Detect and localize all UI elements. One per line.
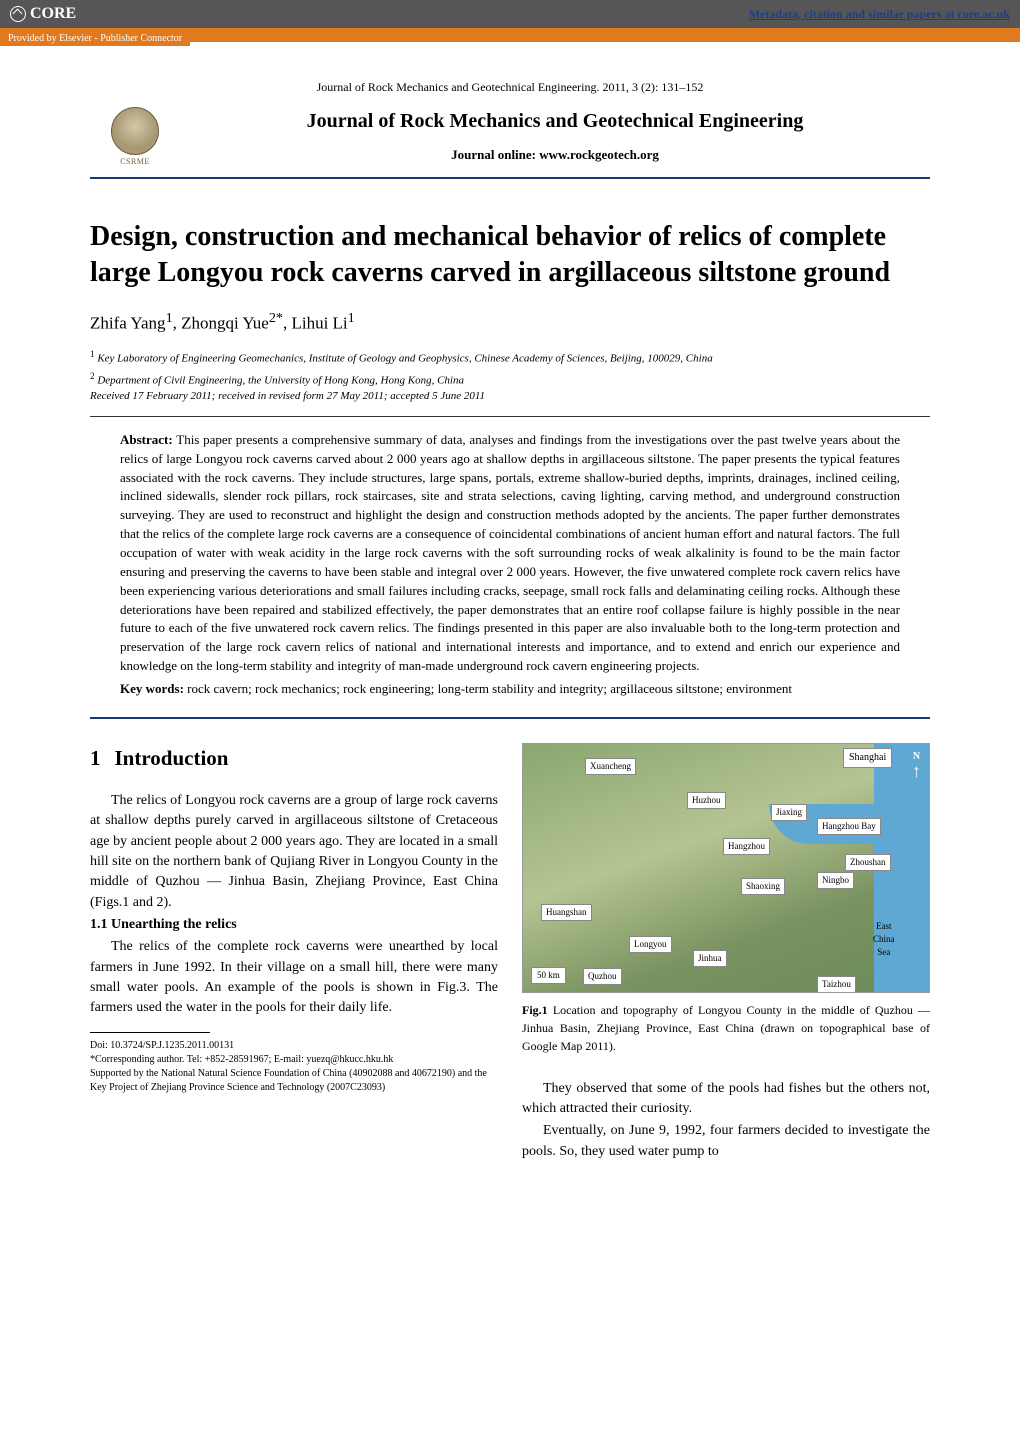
core-metadata-link[interactable]: Metadata, citation and similar papers at…	[749, 7, 1010, 22]
journal-header-text: Journal of Rock Mechanics and Geotechnic…	[180, 110, 930, 163]
map-city-label: Huangshan	[541, 904, 592, 921]
core-logo-icon	[10, 6, 26, 22]
paragraph: They observed that some of the pools had…	[522, 1079, 930, 1120]
map-city-label: Quzhou	[583, 968, 622, 985]
core-logo: CORE	[10, 5, 76, 23]
journal-logo-sub: CSRME	[120, 157, 150, 166]
map-scale: 50 km	[531, 967, 566, 984]
two-column-body: 1 Introduction The relics of Longyou rock…	[90, 743, 930, 1164]
north-indicator: N ↑	[912, 750, 921, 783]
keywords: Key words: rock cavern; rock mechanics; …	[90, 680, 930, 699]
paragraph: Eventually, on June 9, 1992, four farmer…	[522, 1121, 930, 1162]
map-city-label: Longyou	[629, 936, 672, 953]
figure-1-caption: Fig.1 Location and topography of Longyou…	[522, 1001, 930, 1055]
left-column: 1 Introduction The relics of Longyou rock…	[90, 743, 498, 1164]
keywords-text: rock cavern; rock mechanics; rock engine…	[187, 681, 792, 696]
journal-logo-icon	[111, 107, 159, 155]
article-title: Design, construction and mechanical beha…	[90, 219, 930, 292]
affiliation-2: 2 Department of Civil Engineering, the U…	[90, 369, 930, 390]
provider-text: Provided by Elsevier - Publisher Connect…	[0, 31, 190, 46]
figure-1-map: N ↑ ShanghaiXuanchengHuzhouJiaxingHangzh…	[522, 743, 930, 993]
journal-online: Journal online: www.rockgeotech.org	[180, 147, 930, 163]
map-city-label: Jinhua	[693, 950, 727, 967]
core-logo-text: CORE	[30, 5, 76, 23]
figure-caption-text: Location and topography of Longyou Count…	[522, 1003, 930, 1053]
section-heading: 1 Introduction	[90, 743, 498, 773]
section-title: Introduction	[115, 746, 229, 770]
footnote-doi: Doi: 10.3724/SP.J.1235.2011.00131	[90, 1039, 498, 1053]
sea-label: EastChinaSea	[873, 920, 895, 959]
map-city-label: Shaoxing	[741, 878, 785, 895]
abstract-text: This paper presents a comprehensive summ…	[120, 432, 900, 673]
right-column: N ↑ ShanghaiXuanchengHuzhouJiaxingHangzh…	[522, 743, 930, 1164]
abstract: Abstract: This paper presents a comprehe…	[90, 431, 930, 676]
core-banner: CORE Metadata, citation and similar pape…	[0, 0, 1020, 28]
footnote-rule	[90, 1032, 210, 1033]
subsection-heading: 1.1 Unearthing the relics	[90, 915, 498, 935]
keywords-label: Key words:	[120, 681, 184, 696]
map-city-label: Taizhou	[817, 976, 856, 993]
page-content: Journal of Rock Mechanics and Geotechnic…	[0, 42, 1020, 1204]
map-city-label: Xuancheng	[585, 758, 636, 775]
figure-label: Fig.1	[522, 1003, 548, 1017]
journal-logo: CSRME	[90, 101, 180, 171]
article-authors: Zhifa Yang1, Zhongqi Yue2*, Lihui Li1	[90, 310, 930, 334]
map-city-label: Hangzhou	[723, 838, 770, 855]
affiliation-1: 1 Key Laboratory of Engineering Geomecha…	[90, 347, 930, 368]
north-arrow-icon: ↑	[912, 761, 921, 781]
map-city-label: Hangzhou Bay	[817, 818, 881, 835]
map-city-label: Zhoushan	[845, 854, 891, 871]
section-number: 1	[90, 746, 101, 770]
footnote-funding: Supported by the National Natural Scienc…	[90, 1067, 498, 1095]
map-city-label: Shanghai	[843, 748, 892, 769]
provider-bar-wrap: Provided by Elsevier - Publisher Connect…	[0, 28, 1020, 42]
map-city-label: Jiaxing	[771, 804, 807, 821]
paragraph: The relics of Longyou rock caverns are a…	[90, 791, 498, 913]
divider	[90, 416, 930, 417]
footnote-corresponding: *Corresponding author. Tel: +852-2859196…	[90, 1053, 498, 1067]
map-city-label: Ningbo	[817, 872, 854, 889]
abstract-label: Abstract:	[120, 432, 173, 447]
journal-title: Journal of Rock Mechanics and Geotechnic…	[180, 110, 930, 133]
blue-divider	[90, 717, 930, 719]
paragraph: The relics of the complete rock caverns …	[90, 937, 498, 1018]
map-city-label: Huzhou	[687, 792, 726, 809]
article-dates: Received 17 February 2011; received in r…	[90, 390, 930, 402]
journal-citation: Journal of Rock Mechanics and Geotechnic…	[90, 80, 930, 95]
journal-header: CSRME Journal of Rock Mechanics and Geot…	[90, 101, 930, 179]
